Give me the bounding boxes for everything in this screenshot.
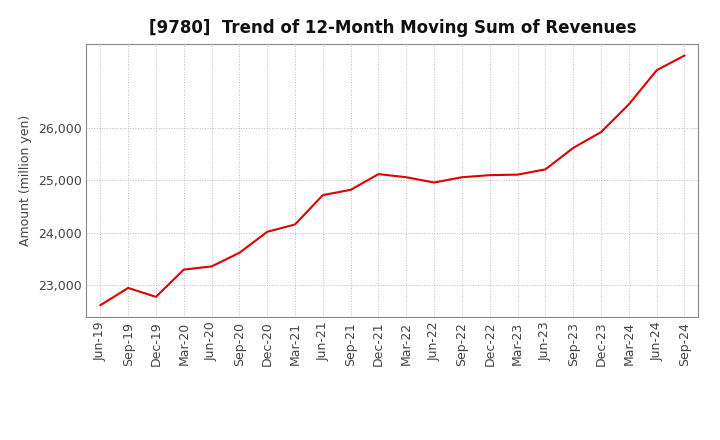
Title: [9780]  Trend of 12-Month Moving Sum of Revenues: [9780] Trend of 12-Month Moving Sum of R…	[148, 19, 636, 37]
Y-axis label: Amount (million yen): Amount (million yen)	[19, 115, 32, 246]
